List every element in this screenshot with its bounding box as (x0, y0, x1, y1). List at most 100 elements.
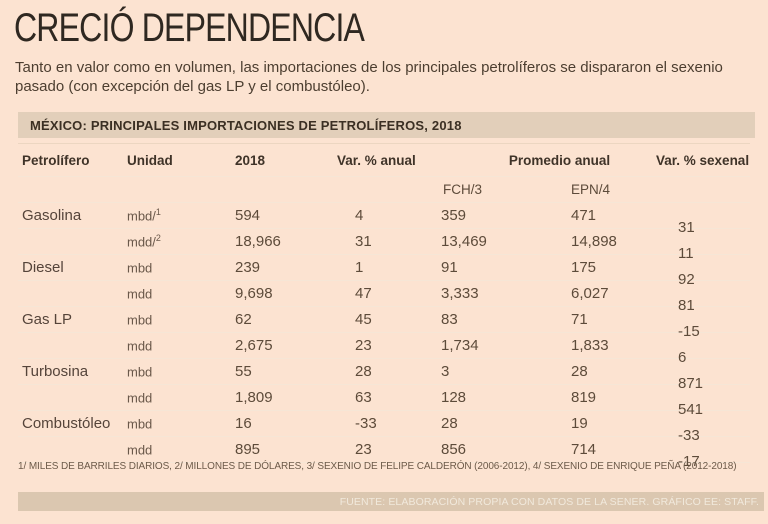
unit-label: mbd/1 (127, 207, 235, 223)
column-header-var-sexenal: Var. % sexenal (656, 152, 750, 168)
table-row: Diesel mbd 239 1 91 175 92 (18, 254, 750, 288)
table-row: Gasolina mbd/1 594 4 359 471 31 (18, 202, 750, 236)
unit-text: mdd (127, 390, 153, 406)
value-var-sexenal: 81 (678, 297, 695, 314)
unit-text: mbd/ (127, 208, 156, 224)
column-header-unidad: Unidad (127, 152, 173, 168)
unit-label: mdd (127, 441, 235, 458)
value-var-sexenal: 871 (678, 375, 704, 392)
unit-label: mdd (127, 389, 235, 406)
column-header-var-anual: Var. % anual (337, 152, 416, 168)
value-promedio-epn: 175 (571, 259, 597, 276)
value-promedio-fch: 83 (441, 311, 458, 328)
value-var-anual: 4 (355, 207, 364, 224)
product-label: Gasolina (22, 207, 82, 224)
value-2018: 62 (235, 311, 252, 328)
value-promedio-epn: 71 (571, 311, 588, 328)
source-bar: FUENTE: ELABORACIÓN PROPIA CON DATOS DE … (18, 492, 764, 511)
table-header-row: Petrolífero Unidad 2018 Var. % anual Pro… (18, 143, 750, 176)
unit-superscript: 1 (155, 207, 161, 218)
value-promedio-epn: 6,027 (571, 285, 609, 302)
product-label: Turbosina (22, 363, 89, 380)
value-var-sexenal: 11 (678, 245, 694, 262)
value-promedio-epn: 819 (571, 389, 597, 406)
value-promedio-fch: 13,469 (441, 233, 487, 250)
value-var-anual: 47 (355, 285, 372, 302)
value-var-sexenal: -17 (678, 453, 700, 470)
product-label: Combustóleo (22, 415, 111, 432)
value-promedio-epn: 28 (571, 363, 588, 380)
value-2018: 16 (235, 415, 252, 432)
value-promedio-epn: 471 (571, 207, 597, 224)
unit-label: mdd (127, 285, 235, 302)
unit-label: mbd (127, 415, 235, 432)
value-var-anual: 45 (355, 311, 372, 328)
table-row: mdd 1,809 63 128 819 541 (18, 384, 750, 418)
unit-text: mdd (127, 338, 153, 354)
imports-table: Petrolífero Unidad 2018 Var. % anual Pro… (18, 143, 750, 470)
unit-text: mbd (127, 364, 153, 380)
source-text: FUENTE: ELABORACIÓN PROPIA CON DATOS DE … (339, 495, 759, 508)
value-var-sexenal: 6 (678, 349, 687, 366)
table-row: Turbosina mbd 55 28 3 28 871 (18, 358, 750, 392)
value-2018: 1,809 (235, 389, 273, 406)
table-row: Combustóleo mbd 16 -33 28 19 -33 (18, 410, 750, 444)
unit-label: mbd (127, 259, 235, 276)
table-title-bar: MÉXICO: PRINCIPALES IMPORTACIONES DE PET… (18, 112, 755, 138)
value-2018: 55 (235, 363, 252, 380)
unit-text: mdd (127, 286, 153, 302)
page-title: CRECIÓ DEPENDENCIA (14, 6, 365, 50)
unit-label: mdd/2 (127, 233, 235, 249)
footnotes: 1/ MILES DE BARRILES DIARIOS, 2/ MILLONE… (18, 461, 737, 472)
unit-label: mbd (127, 363, 235, 380)
value-promedio-fch: 91 (441, 259, 458, 276)
value-var-anual: 63 (355, 389, 372, 406)
table-row: mdd 895 23 856 714 -17 (18, 436, 750, 470)
column-header-petrolifero: Petrolífero (22, 152, 90, 168)
value-promedio-fch: 359 (441, 207, 467, 224)
unit-label: mdd (127, 337, 235, 354)
unit-text: mbd (127, 416, 153, 432)
value-2018: 18,966 (235, 233, 281, 250)
table-row: mdd/2 18,966 31 13,469 14,898 11 (18, 228, 750, 262)
table-subheader-row: FCH/3 EPN/4 (18, 176, 750, 202)
product-label: Diesel (22, 259, 64, 276)
value-2018: 2,675 (235, 337, 273, 354)
value-promedio-epn: 1,833 (571, 337, 609, 354)
value-promedio-fch: 3 (441, 363, 450, 380)
value-var-sexenal: 31 (678, 219, 695, 236)
unit-label: mbd (127, 311, 235, 328)
value-var-sexenal: 92 (678, 271, 695, 288)
value-promedio-fch: 1,734 (441, 337, 479, 354)
value-var-anual: 1 (355, 259, 364, 276)
value-promedio-fch: 28 (441, 415, 458, 432)
value-var-sexenal: 541 (678, 401, 704, 418)
value-var-sexenal: -33 (678, 427, 700, 444)
table-row: mdd 2,675 23 1,734 1,833 6 (18, 332, 750, 366)
unit-text: mbd (127, 260, 153, 276)
unit-superscript: 2 (155, 233, 161, 244)
table-title-bar-label: MÉXICO: PRINCIPALES IMPORTACIONES DE PET… (30, 117, 462, 133)
value-promedio-epn: 714 (571, 441, 597, 458)
value-var-anual: 31 (355, 233, 372, 250)
product-label: Gas LP (22, 311, 73, 328)
value-var-anual: 23 (355, 441, 372, 458)
unit-text: mdd (127, 442, 153, 458)
table-body: Gasolina mbd/1 594 4 359 471 31 mdd/2 18… (18, 202, 750, 470)
value-promedio-epn: 19 (571, 415, 588, 432)
column-header-2018: 2018 (235, 152, 266, 168)
value-promedio-fch: 856 (441, 441, 467, 458)
table-row: mdd 9,698 47 3,333 6,027 81 (18, 280, 750, 314)
value-2018: 239 (235, 259, 261, 276)
subheader-fch: FCH/3 (443, 182, 483, 197)
value-2018: 9,698 (235, 285, 273, 302)
value-2018: 895 (235, 441, 261, 458)
table-row: Gas LP mbd 62 45 83 71 -15 (18, 306, 750, 340)
column-header-promedio-anual: Promedio anual (508, 152, 611, 168)
value-promedio-epn: 14,898 (571, 233, 617, 250)
subheader-epn: EPN/4 (571, 182, 611, 197)
page-subtitle: Tanto en valor como en volumen, las impo… (15, 59, 723, 95)
value-var-anual: -33 (355, 415, 377, 432)
value-promedio-fch: 3,333 (441, 285, 479, 302)
